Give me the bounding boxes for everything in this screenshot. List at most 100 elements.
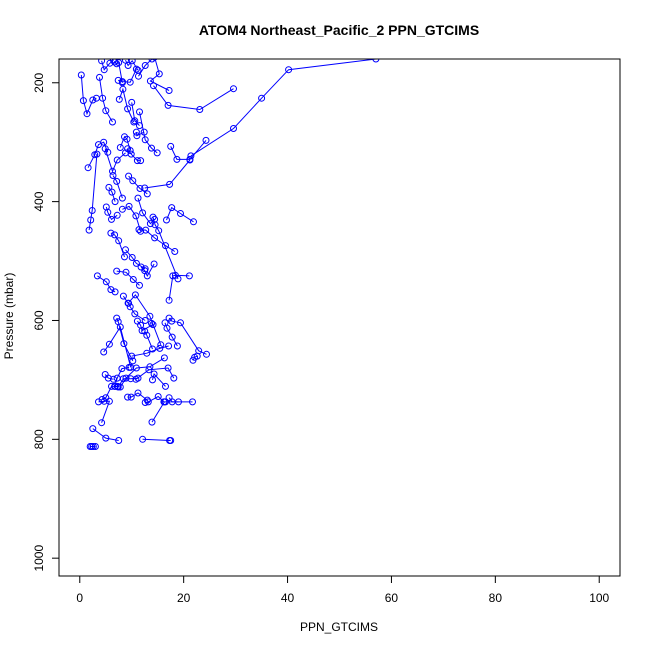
data-point [141, 136, 149, 144]
data-point [150, 82, 157, 90]
data-point [136, 185, 144, 192]
data-point [156, 344, 164, 352]
data-point [113, 211, 121, 219]
series-line-53 [131, 102, 140, 126]
data-point [86, 443, 94, 450]
data-point [164, 364, 172, 372]
series-line-26 [116, 270, 140, 286]
data-point [124, 105, 132, 113]
data-point [118, 194, 126, 202]
data-point [143, 190, 151, 198]
data-point [100, 348, 108, 356]
data-point [107, 229, 115, 237]
series-line-28 [168, 274, 190, 301]
series-line-51 [118, 87, 135, 123]
data-point [193, 352, 201, 360]
data-point [168, 204, 176, 212]
data-point [173, 342, 181, 350]
data-point [102, 107, 110, 115]
data-point [163, 324, 171, 332]
data-point [137, 227, 145, 235]
data-point [137, 263, 145, 271]
data-point [98, 396, 106, 403]
data-point [115, 59, 123, 67]
data-point [87, 216, 95, 224]
series-line-43 [104, 148, 126, 173]
data-point [127, 375, 135, 383]
data-point [168, 333, 176, 341]
data-point [130, 118, 138, 126]
y-axis-label: Pressure (mbar) [2, 273, 16, 360]
data-point [144, 398, 152, 406]
data-point [148, 59, 156, 63]
data-point [148, 144, 155, 152]
data-point [133, 132, 141, 140]
data-point [113, 156, 121, 164]
y-tick-label: 600 [32, 310, 46, 330]
data-point [141, 317, 149, 324]
data-point [114, 383, 122, 391]
data-point [136, 122, 143, 130]
data-point [85, 226, 93, 234]
data-point [102, 394, 110, 402]
data-point [177, 319, 184, 327]
data-point [190, 218, 197, 226]
x-tick-label: 40 [281, 591, 295, 605]
data-point [133, 157, 141, 165]
data-point [91, 151, 99, 159]
data-point [149, 321, 157, 329]
data-point [111, 231, 119, 239]
data-point [107, 286, 115, 294]
data-point [131, 291, 139, 299]
data-point [128, 98, 136, 106]
data-point [84, 164, 92, 172]
data-point [196, 106, 204, 113]
data-point [132, 259, 140, 267]
data-point [157, 341, 165, 349]
data-point [102, 278, 110, 286]
data-point [104, 148, 112, 156]
data-point [186, 156, 194, 164]
data-point [145, 366, 153, 374]
series-line-16 [131, 345, 169, 357]
data-point [122, 374, 130, 382]
data-point [115, 95, 123, 103]
data-point [88, 207, 96, 214]
series-line-2 [142, 438, 171, 441]
series-line-6 [117, 377, 139, 388]
data-point [105, 397, 113, 405]
data-point [100, 138, 108, 146]
data-point [167, 142, 175, 150]
data-point [108, 188, 116, 196]
data-point [132, 212, 140, 220]
series-line-21 [128, 302, 146, 321]
data-point [125, 172, 133, 180]
chart-title: ATOM4 Northeast_Pacific_2 PPN_GTCIMS [199, 22, 479, 38]
data-point [129, 357, 137, 365]
data-point [170, 374, 178, 382]
data-point [165, 87, 173, 94]
data-point [139, 209, 147, 217]
data-point [140, 128, 148, 136]
x-tick-label: 80 [489, 591, 503, 605]
data-point [118, 365, 126, 373]
data-point [129, 276, 137, 283]
series-line-13 [135, 367, 175, 380]
data-point [146, 312, 154, 320]
data-point [118, 79, 126, 87]
data-point [123, 135, 131, 143]
data-point [372, 59, 380, 63]
data-point [187, 152, 195, 160]
data-point [141, 399, 149, 406]
data-point [124, 299, 132, 307]
data-point [102, 434, 110, 442]
data-point [105, 183, 113, 191]
data-point [79, 97, 87, 105]
data-point [135, 72, 142, 80]
data-point [99, 94, 107, 102]
y-tick-label: 200 [32, 72, 46, 92]
series-line-50 [99, 77, 113, 123]
data-point [119, 85, 127, 93]
data-point [141, 62, 149, 69]
data-point [155, 70, 163, 78]
